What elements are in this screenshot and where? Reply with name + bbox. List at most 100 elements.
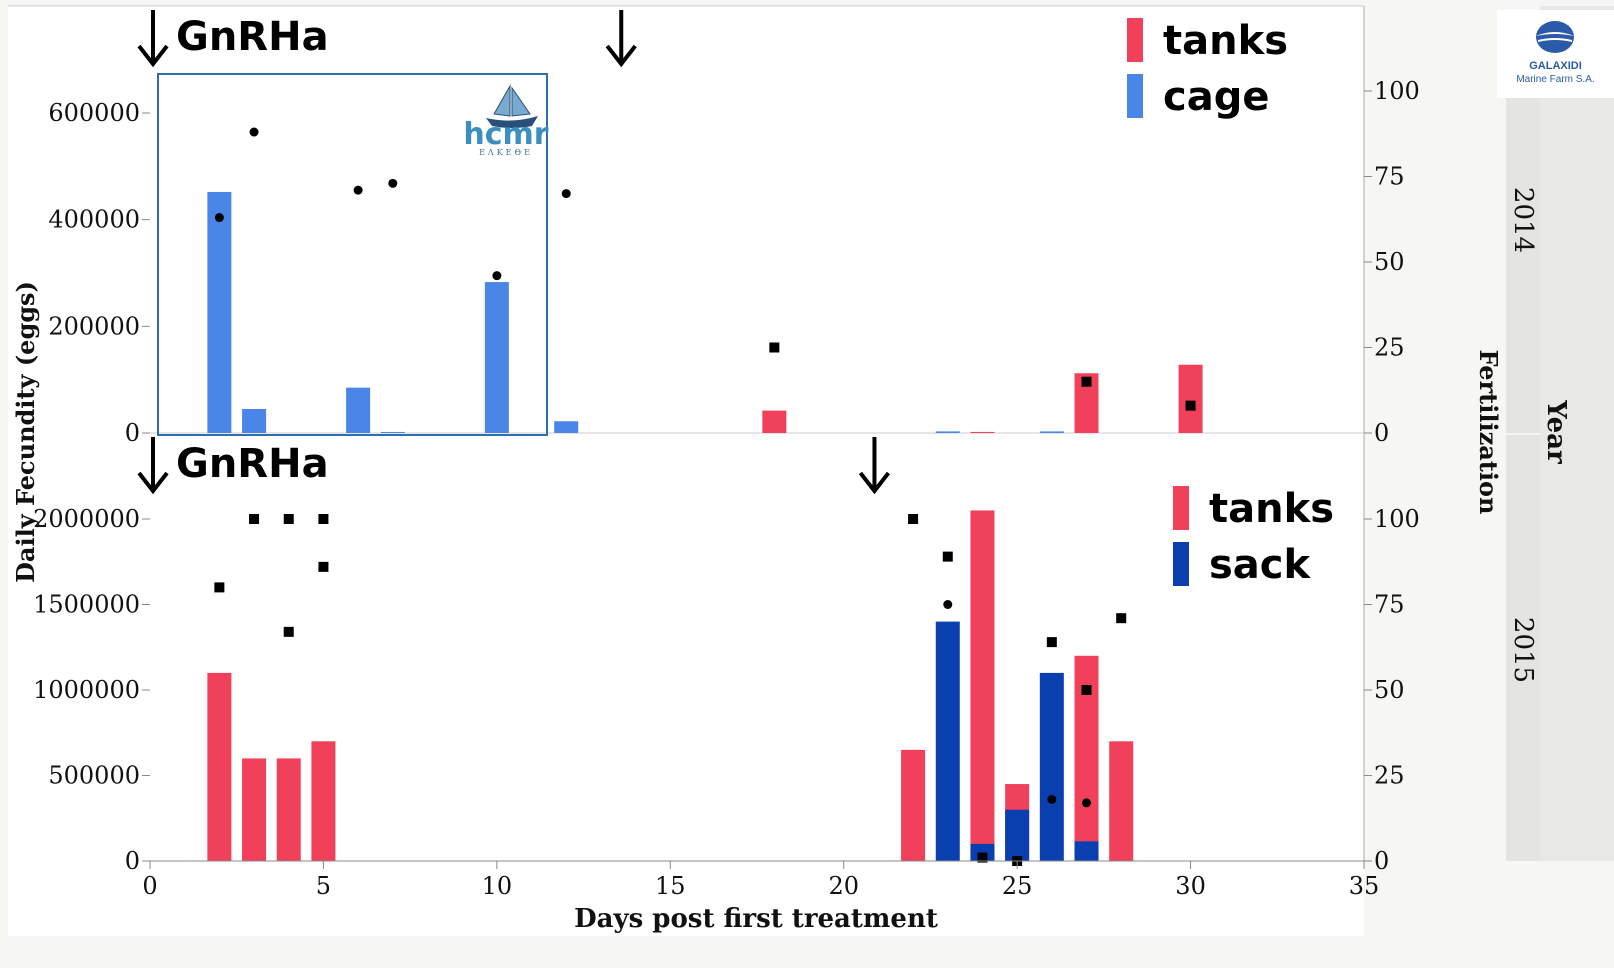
- fertilization-point-round-2015: [1047, 794, 1057, 804]
- fertilization-point-square-2015: [214, 582, 225, 593]
- y-tick-label-2015: 500000: [48, 762, 140, 790]
- y-tick-label-2014: 0: [125, 419, 140, 447]
- fertilization-point-square-2014: [769, 342, 780, 353]
- inset-box: [157, 73, 548, 436]
- legend-label-tanks-2015: tanks: [1209, 486, 1334, 532]
- legend-label-cage-2014: cage: [1163, 74, 1269, 120]
- galaxidi-emblem-icon: [1536, 21, 1574, 53]
- bar-tanks-2014: [762, 410, 787, 433]
- bar-tanks-2015: [207, 672, 232, 861]
- fertilization-point-square-2015: [908, 514, 919, 524]
- fertilization-point-square-2015: [283, 514, 294, 524]
- fertilization-point-square-2015: [318, 561, 329, 572]
- y-tick-label-2014: 600000: [48, 99, 140, 127]
- y-tick-label-2015: 2000000: [33, 505, 140, 533]
- y2-axis-title: Fertilization: [1474, 350, 1503, 515]
- bar-cage-2014: [554, 421, 579, 433]
- fertilization-point-round-2014: [492, 271, 502, 281]
- treatment-arrowhead-2015: [137, 471, 169, 495]
- legend-label-sack-2015: sack: [1209, 542, 1312, 588]
- fertilization-point-round-2014: [214, 213, 224, 223]
- bar-sack-2015: [1039, 672, 1064, 861]
- fertilization-point-square-2015: [942, 551, 953, 562]
- bar-tanks-2014: [970, 431, 995, 433]
- bar-tanks-2014: [1178, 364, 1203, 433]
- y2-tick-label-2015: 0: [1374, 847, 1389, 875]
- bar-tanks-2015: [1109, 741, 1134, 861]
- bar-sack-2015: [935, 621, 960, 861]
- legend-swatch-cage-2014: [1127, 74, 1143, 118]
- legend-label-tanks-2014: tanks: [1163, 18, 1288, 64]
- galaxidi-subtitle: Marine Farm S.A.: [1516, 74, 1595, 85]
- fertilization-point-square-2015: [977, 852, 988, 863]
- right-margin: [1364, 6, 1506, 936]
- fertilization-point-square-2014: [1081, 376, 1092, 387]
- y2-tick-label-2014: 0: [1374, 419, 1389, 447]
- bar-cage-2014: [484, 282, 509, 433]
- y2-tick-label-2015: 25: [1374, 762, 1405, 790]
- galaxidi-logo: GALAXIDI Marine Farm S.A.: [1497, 10, 1614, 98]
- bar-cage-2014: [935, 431, 960, 433]
- bar-cage-2014: [1039, 431, 1064, 433]
- legend-swatch-tanks-2015: [1173, 486, 1189, 530]
- hcmr-sail-icon: [493, 84, 531, 117]
- y2-tick-label-2014: 75: [1374, 163, 1405, 191]
- y-tick-label-2015: 1000000: [33, 676, 140, 704]
- hcmr-logo-subtext: ΕΛΚΕΘΕ: [479, 148, 533, 157]
- facet-strip-2015: [1506, 435, 1540, 861]
- treatment-arrowhead-2014: [137, 44, 169, 68]
- plot-area: [8, 6, 1364, 936]
- fertilization-point-square-2015: [283, 626, 294, 637]
- facet-outer-strip: [1540, 6, 1614, 861]
- x-tick-label: 0: [142, 872, 157, 900]
- y2-tick-label-2015: 75: [1374, 591, 1405, 619]
- x-tick-label: 25: [1002, 872, 1033, 900]
- galaxidi-name: GALAXIDI: [1529, 60, 1582, 72]
- facet-label-2014: 2014: [1508, 187, 1538, 253]
- fertilization-point-round-2015: [1082, 798, 1092, 808]
- y-tick-label-2015: 1500000: [33, 591, 140, 619]
- fertilization-point-round-2014: [249, 127, 259, 137]
- bar-cage-2014: [380, 431, 405, 433]
- x-tick-label: 30: [1175, 872, 1206, 900]
- fertilization-point-square-2015: [1116, 613, 1127, 624]
- bar-tanks-2015: [276, 758, 301, 861]
- facet-label-2015: 2015: [1508, 617, 1538, 683]
- x-axis-title: Days post first treatment: [574, 904, 938, 934]
- bar-sack-2015: [1074, 841, 1099, 861]
- y-axis-title: Daily Fecundity (eggs): [11, 281, 40, 583]
- legend-swatch-tanks-2014: [1127, 18, 1143, 62]
- x-tick-label: 35: [1349, 872, 1380, 900]
- fertilization-point-square-2015: [318, 514, 329, 524]
- bar-tanks-2015: [901, 749, 926, 861]
- y-tick-label-2014: 200000: [48, 312, 140, 340]
- bar-sack-2015: [970, 843, 995, 861]
- y2-tick-label-2015: 50: [1374, 676, 1405, 704]
- fertilization-point-round-2014: [388, 178, 398, 188]
- bar-tanks-2015: [242, 758, 267, 861]
- facet-axis-title: Year: [1541, 399, 1571, 464]
- fertilization-point-square-2015: [249, 514, 260, 524]
- bar-cage-2014: [207, 191, 232, 433]
- fertilization-point-square-2014: [1185, 400, 1196, 411]
- y2-tick-label-2014: 50: [1374, 248, 1405, 276]
- fertilization-point-square-2015: [1081, 685, 1092, 695]
- y2-tick-label-2014: 100: [1374, 77, 1420, 105]
- legend-swatch-sack-2015: [1173, 542, 1189, 586]
- x-tick-label: 20: [828, 872, 859, 900]
- y-tick-label-2014: 400000: [48, 206, 140, 234]
- bar-tanks-2015: [311, 741, 336, 861]
- fertilization-point-square-2015: [1046, 637, 1057, 648]
- fertilization-point-round-2015: [943, 600, 953, 609]
- bar-cage-2014: [346, 387, 371, 433]
- gnrha-label-2015: GnRHa: [176, 441, 329, 487]
- bar-cage-2014: [242, 409, 267, 433]
- y2-tick-label-2015: 100: [1374, 505, 1420, 533]
- x-tick-label: 15: [655, 872, 686, 900]
- hcmr-logo-text: hcmr: [463, 117, 548, 152]
- gnrha-label-2014: GnRHa: [176, 14, 329, 60]
- y2-tick-label-2014: 25: [1374, 334, 1405, 362]
- x-tick-label: 10: [482, 872, 513, 900]
